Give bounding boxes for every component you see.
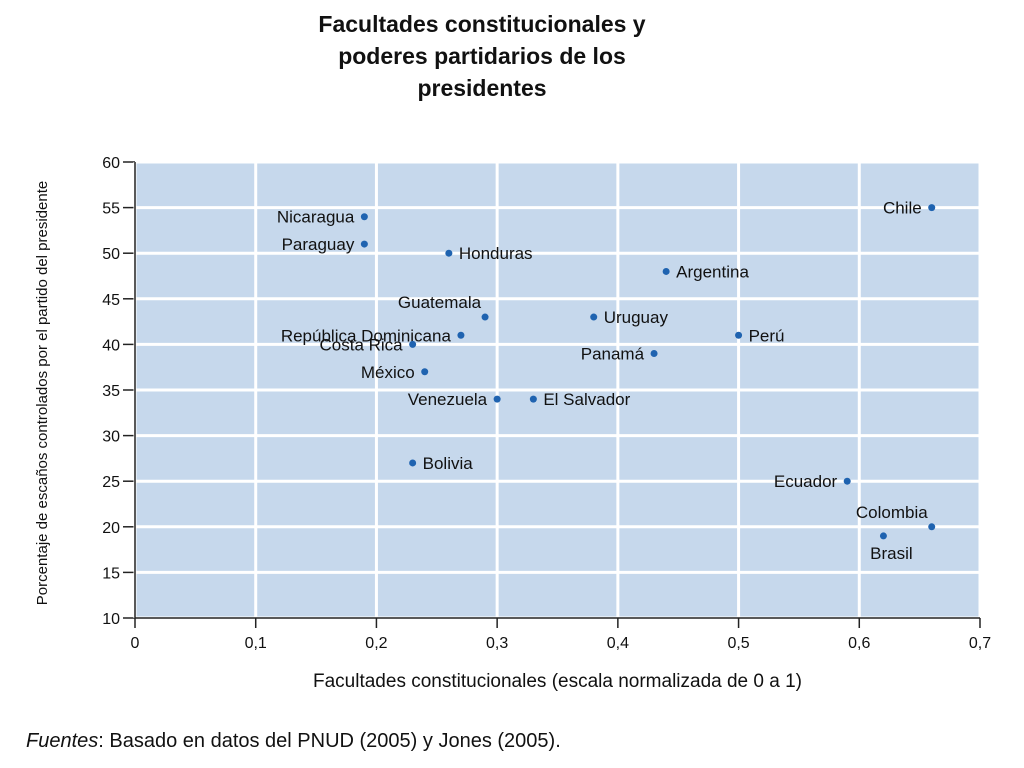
source-prefix: Fuentes [26,730,99,752]
data-label: Guatemala [398,293,482,312]
chart-title-line: presidentes [417,75,547,101]
data-label: Venezuela [408,390,488,409]
data-label: Argentina [676,262,749,281]
data-point [360,240,368,248]
chart-title-line: poderes partidarios de los [338,43,626,69]
data-label: Ecuador [774,472,838,491]
x-tick-label: 0,4 [607,635,629,652]
data-point [928,523,936,531]
data-point [529,395,537,403]
y-tick-label: 55 [102,201,120,218]
data-point [421,368,429,376]
x-tick-label: 0 [131,635,140,652]
x-tick-label: 0,5 [727,635,749,652]
y-tick-label: 35 [102,383,120,400]
x-tick-label: 0,3 [486,635,508,652]
x-tick-label: 0,6 [848,635,870,652]
source-note: Fuentes: Basado en datos del PNUD (2005)… [26,730,561,753]
y-tick-label: 20 [102,520,120,537]
data-point [493,395,501,403]
data-point [409,340,417,348]
data-label: Perú [749,326,785,345]
x-axis-label: Facultades constitucionales (escala norm… [313,671,802,692]
data-point [928,204,936,212]
data-point [409,459,417,467]
y-tick-label: 40 [102,337,120,354]
data-label: Bolivia [423,454,474,473]
data-label: El Salvador [543,390,630,409]
data-label: México [361,363,415,382]
x-tick-label: 0,2 [365,635,387,652]
y-tick-label: 60 [102,155,120,172]
data-label: Brasil [870,544,913,563]
y-tick-label: 30 [102,429,120,446]
x-tick-label: 0,1 [245,635,267,652]
data-point [481,313,489,321]
chart-title-line: Facultades constitucionales y [318,11,646,37]
data-label: Honduras [459,244,533,263]
data-label: República Dominicana [281,326,452,345]
data-label: Uruguay [604,308,669,327]
y-tick-label: 25 [102,474,120,491]
y-tick-label: 50 [102,246,120,263]
data-label: Panamá [581,345,645,364]
x-tick-label: 0,7 [969,635,991,652]
source-text: : Basado en datos del PNUD (2005) y Jone… [98,730,561,752]
data-point [590,313,598,321]
y-axis-label: Porcentaje de escaños controlados por el… [34,181,51,605]
chart-title: Facultades constitucionales y poderes pa… [262,8,702,104]
data-point [879,532,887,540]
y-tick-label: 15 [102,565,120,582]
data-point [360,213,368,221]
y-tick-label: 10 [102,611,120,628]
data-point [735,331,743,339]
data-point [650,350,658,358]
y-tick-label: 45 [102,292,120,309]
data-label: Colombia [856,503,928,522]
data-point [662,267,670,275]
data-label: Chile [883,199,922,218]
data-label: Costa Rica [320,335,404,354]
data-label: Nicaragua [277,208,355,227]
data-point [843,477,851,485]
data-label: Paraguay [282,235,355,254]
data-point [445,249,453,257]
data-point [457,331,465,339]
